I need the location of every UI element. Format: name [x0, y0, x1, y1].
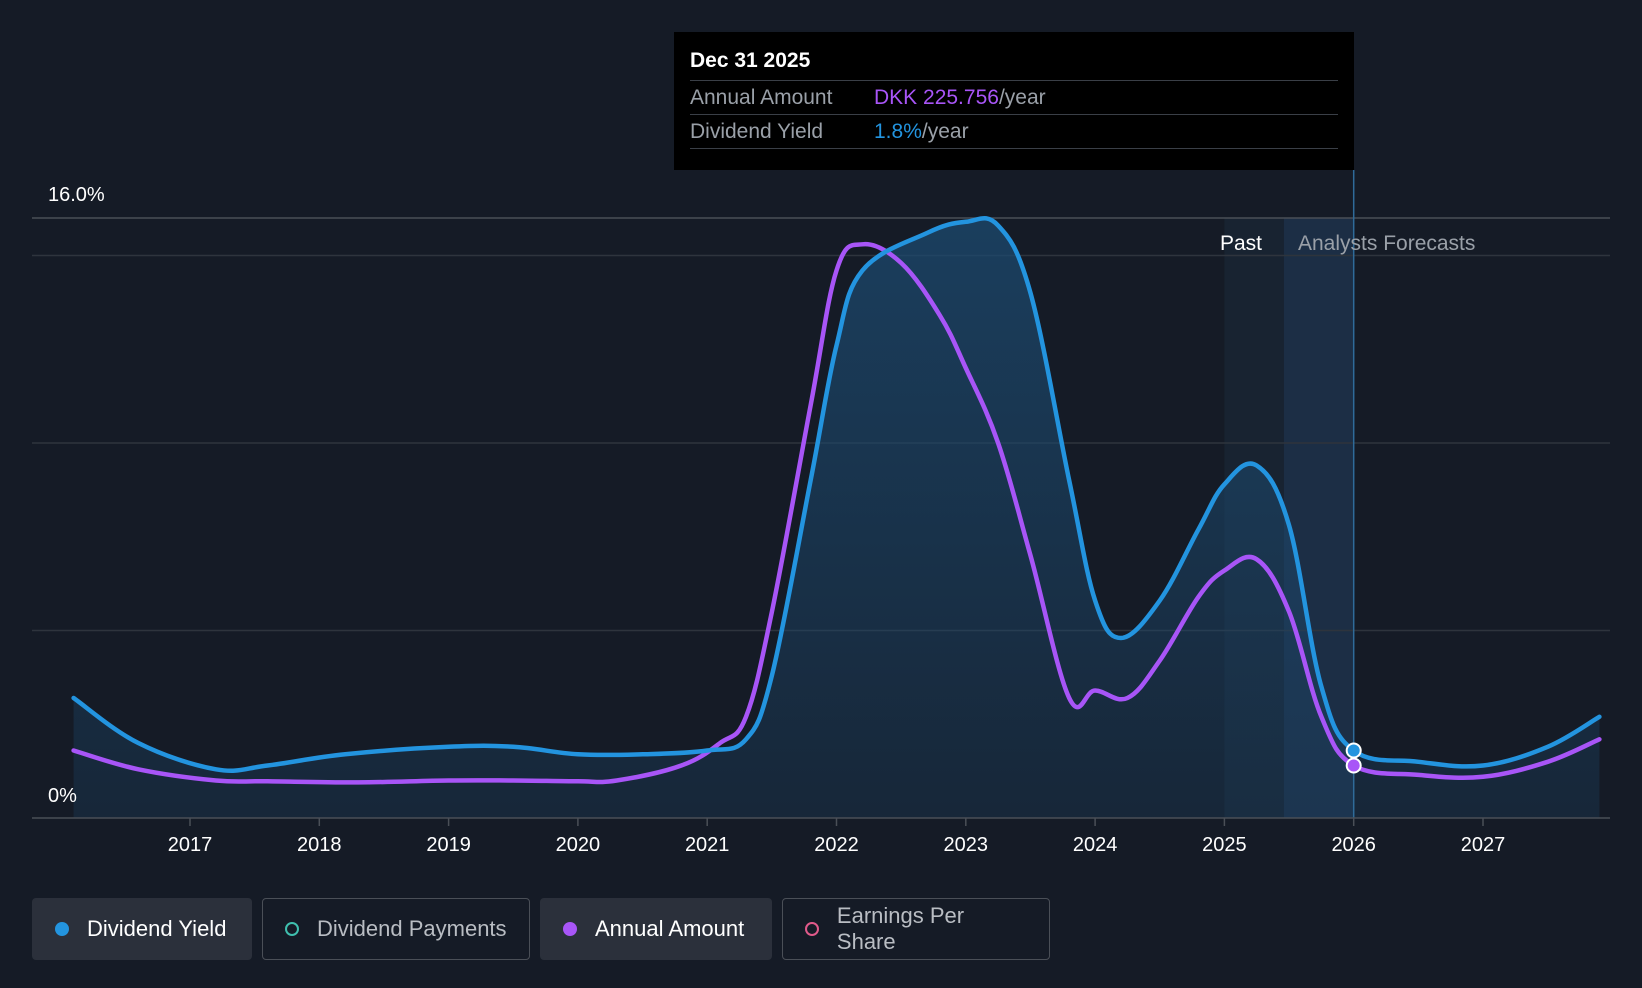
- legend-dot-icon: [805, 922, 819, 936]
- legend-label: Dividend Yield: [87, 916, 227, 941]
- legend-earnings-per-share-button[interactable]: Earnings Per Share: [782, 898, 1050, 960]
- y-axis-bottom-label: 0%: [48, 785, 77, 807]
- x-tick-label: 2022: [814, 834, 859, 856]
- legend-label: Earnings Per Share: [836, 903, 965, 954]
- x-tick-label: 2020: [556, 834, 601, 856]
- forecast-label: Analysts Forecasts: [1298, 232, 1475, 255]
- chart-legend: Dividend Yield Dividend Payments Annual …: [32, 898, 1050, 960]
- x-tick-label: 2024: [1073, 834, 1118, 856]
- x-tick-label: 2021: [685, 834, 730, 856]
- x-tick-label: 2026: [1331, 834, 1376, 856]
- tooltip-row-annual-amount: Annual Amount DKK 225.756 /year: [690, 80, 1338, 114]
- tooltip-unit: /year: [921, 120, 969, 143]
- tooltip-date: Dec 31 2025: [690, 49, 811, 72]
- tooltip-label: Dividend Yield: [690, 120, 824, 143]
- x-tick-label: 2025: [1202, 834, 1247, 856]
- y-axis-top-label: 16.0%: [48, 184, 105, 206]
- legend-dividend-yield-button[interactable]: Dividend Yield: [32, 898, 252, 960]
- annual-amount-line: [71, 241, 1602, 785]
- legend-dot-icon: [285, 922, 299, 936]
- tooltip-label: Annual Amount: [690, 86, 833, 109]
- dividend-yield-marker: [1345, 742, 1362, 759]
- x-tick-label: 2019: [426, 834, 471, 856]
- tooltip-value: DKK 225.756: [874, 86, 999, 109]
- x-tick-label: 2017: [168, 834, 213, 856]
- dividend-yield-line: [71, 216, 1602, 774]
- annual-amount-marker: [1345, 757, 1362, 774]
- past-label: Past: [1220, 232, 1262, 255]
- x-tick-label: 2023: [944, 834, 989, 856]
- dividend-yield-area: [73, 218, 1600, 818]
- x-tick-label: 2027: [1461, 834, 1506, 856]
- legend-label: Dividend Payments: [317, 916, 507, 941]
- tooltip-row-dividend-yield: Dividend Yield 1.8% /year: [690, 114, 1338, 149]
- legend-dividend-payments-button[interactable]: Dividend Payments: [262, 898, 530, 960]
- legend-dot-icon: [55, 922, 69, 936]
- legend-annual-amount-button[interactable]: Annual Amount: [540, 898, 772, 960]
- legend-dot-icon: [563, 922, 577, 936]
- legend-label: Annual Amount: [595, 916, 745, 941]
- x-tick-label: 2018: [297, 834, 342, 856]
- chart-tooltip: Dec 31 2025 Annual Amount DKK 225.756 /y…: [674, 32, 1354, 170]
- tooltip-unit: /year: [998, 86, 1046, 109]
- tooltip-value: 1.8%: [874, 120, 922, 143]
